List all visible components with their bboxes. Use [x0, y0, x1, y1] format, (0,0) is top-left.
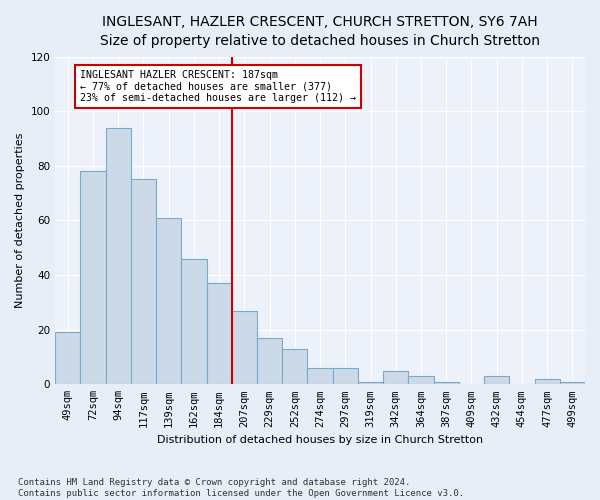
Bar — [434, 382, 459, 384]
Bar — [332, 368, 358, 384]
Bar — [358, 382, 383, 384]
Text: Contains HM Land Registry data © Crown copyright and database right 2024.
Contai: Contains HM Land Registry data © Crown c… — [18, 478, 464, 498]
Bar — [55, 332, 80, 384]
Bar — [131, 180, 156, 384]
Bar — [383, 370, 409, 384]
Bar — [560, 382, 585, 384]
Bar — [232, 310, 257, 384]
X-axis label: Distribution of detached houses by size in Church Stretton: Distribution of detached houses by size … — [157, 435, 483, 445]
Text: INGLESANT HAZLER CRESCENT: 187sqm
← 77% of detached houses are smaller (377)
23%: INGLESANT HAZLER CRESCENT: 187sqm ← 77% … — [80, 70, 356, 104]
Bar — [484, 376, 509, 384]
Bar — [181, 258, 206, 384]
Bar — [257, 338, 282, 384]
Bar — [409, 376, 434, 384]
Bar — [282, 349, 307, 384]
Bar — [206, 284, 232, 384]
Bar — [80, 172, 106, 384]
Bar — [156, 218, 181, 384]
Bar — [106, 128, 131, 384]
Y-axis label: Number of detached properties: Number of detached properties — [15, 133, 25, 308]
Title: INGLESANT, HAZLER CRESCENT, CHURCH STRETTON, SY6 7AH
Size of property relative t: INGLESANT, HAZLER CRESCENT, CHURCH STRET… — [100, 15, 540, 48]
Bar — [535, 379, 560, 384]
Bar — [307, 368, 332, 384]
